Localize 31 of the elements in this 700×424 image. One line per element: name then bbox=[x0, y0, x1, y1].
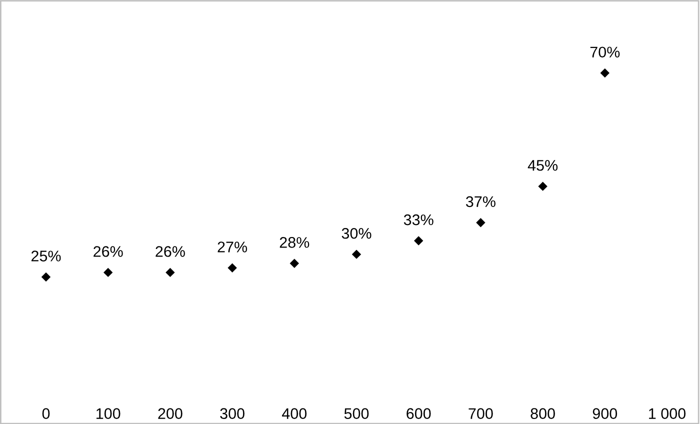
point bbox=[41, 272, 51, 282]
x-tick-label: 1 000 bbox=[649, 408, 686, 419]
x-tick-label: 800 bbox=[530, 408, 555, 419]
data-label: 26% bbox=[94, 246, 123, 257]
x-tick-label: 900 bbox=[592, 408, 618, 419]
data-label: 33% bbox=[404, 214, 434, 226]
x-tick-label: 100 bbox=[96, 408, 120, 419]
point bbox=[414, 236, 424, 246]
data-label: 30% bbox=[342, 228, 372, 239]
data-label: 25% bbox=[31, 250, 61, 262]
data-label: 28% bbox=[280, 237, 310, 248]
point bbox=[538, 182, 548, 191]
point bbox=[228, 263, 237, 273]
x-tick-label: 400 bbox=[282, 408, 307, 419]
point bbox=[476, 218, 486, 228]
data-label: 27% bbox=[218, 242, 248, 252]
point bbox=[290, 258, 300, 268]
x-tick-label: 600 bbox=[406, 408, 431, 419]
point bbox=[600, 68, 610, 78]
point bbox=[166, 268, 175, 278]
point bbox=[352, 250, 362, 259]
data-label: 70% bbox=[590, 46, 620, 58]
x-tick-label: 700 bbox=[468, 408, 493, 419]
data-label: 45% bbox=[528, 160, 558, 171]
x-tick-label: 200 bbox=[158, 408, 182, 419]
x-tick-label: 0 bbox=[42, 408, 50, 419]
x-tick-label: 500 bbox=[344, 408, 369, 419]
data-label: 26% bbox=[156, 246, 185, 257]
point bbox=[103, 268, 113, 278]
x-tick-label: 300 bbox=[220, 408, 244, 419]
data-label: 37% bbox=[466, 196, 496, 208]
